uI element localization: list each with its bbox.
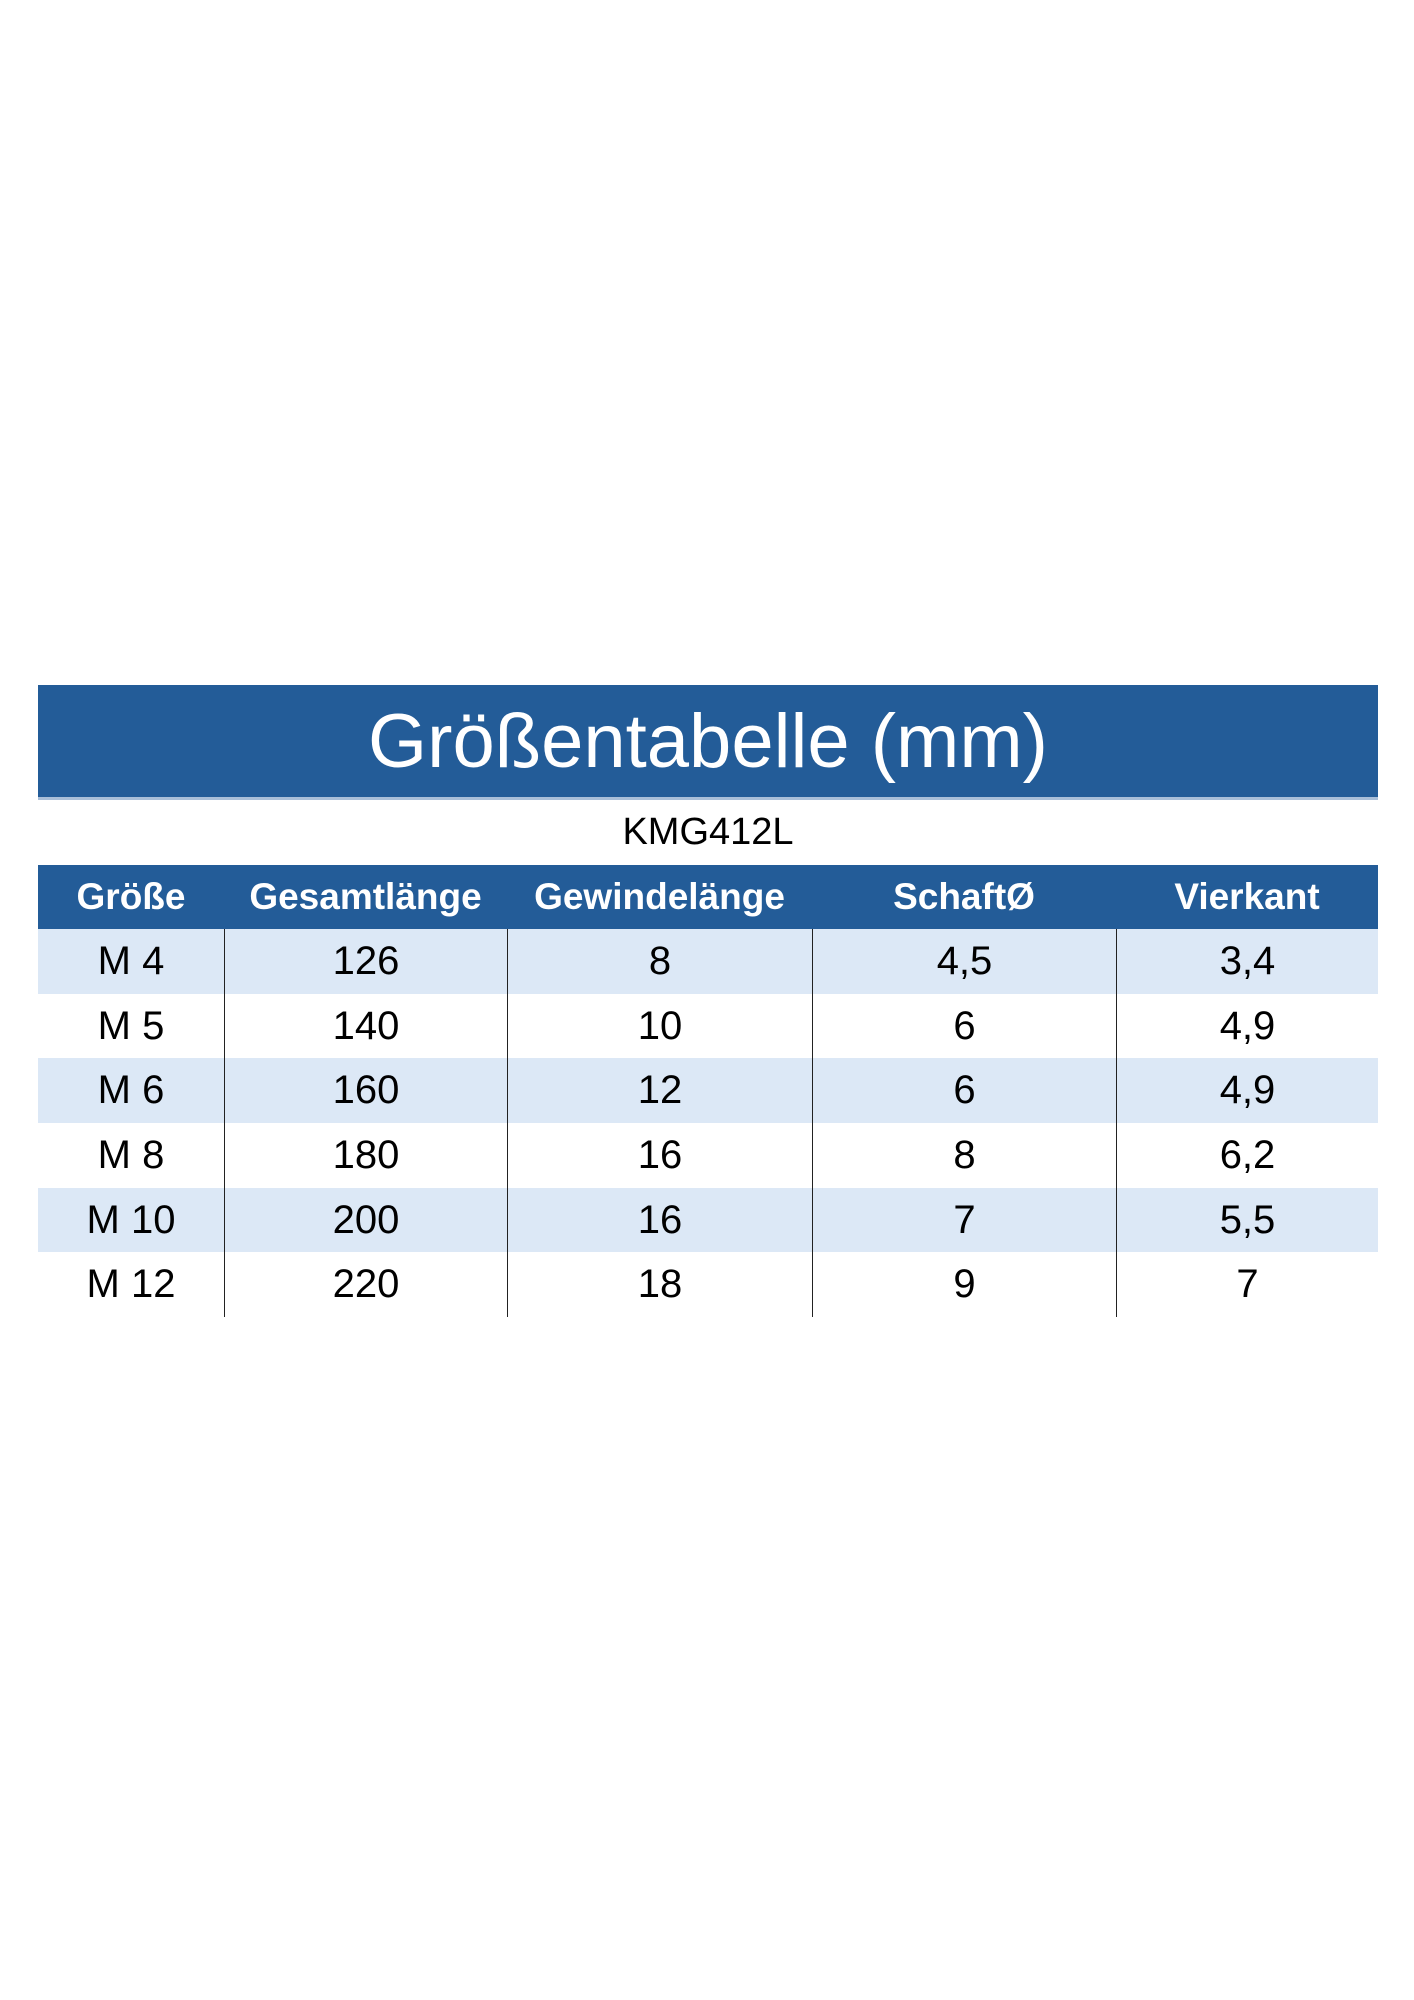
table-cell: 140 [224,993,507,1059]
table-cell: 4,9 [1116,993,1378,1059]
header-row: Größe Gesamtlänge Gewindelänge SchaftØ V… [38,865,1378,929]
table-cell: 18 [507,1252,812,1318]
table-cell: 16 [507,1187,812,1253]
table-row: M 4 126 8 4,5 3,4 [38,929,1378,994]
header-cell: Vierkant [1174,876,1320,917]
header-cell: Gewindelänge [534,876,785,917]
table-cell: 7 [812,1187,1116,1253]
table-cell: 180 [224,1123,507,1188]
table-cell: M 10 [86,1197,176,1242]
table-cell: 160 [224,1058,507,1124]
size-table: Größentabelle (mm) KMG412L Größe Gesamtl… [38,685,1378,1318]
table-row: M 12 220 18 9 7 [38,1252,1378,1318]
product-code: KMG412L [38,797,1378,865]
table-cell: 5,5 [1116,1187,1378,1253]
table-cell: 6 [812,1058,1116,1124]
table-row: M 8 180 16 8 6,2 [38,1123,1378,1188]
table-title: Größentabelle (mm) [38,685,1378,797]
table-row: M 5 140 10 6 4,9 [38,993,1378,1059]
table-cell: 3,4 [1116,929,1378,994]
table-cell: 16 [507,1123,812,1188]
table-cell: 6 [812,993,1116,1059]
header-cell: Gesamtlänge [249,876,482,917]
table-row: M 6 160 12 6 4,9 [38,1058,1378,1124]
table-cell: M 4 [97,938,165,983]
table-cell: 6,2 [1116,1123,1378,1188]
header-cell: Größe [76,876,186,917]
table-cell: M 6 [97,1068,165,1113]
table-cell: 8 [507,929,812,994]
table-cell: 4,9 [1116,1058,1378,1124]
table-cell: 8 [812,1123,1116,1188]
table-cell: 126 [224,929,507,994]
table-cell: 12 [507,1058,812,1124]
table-cell: 220 [224,1252,507,1318]
table-cell: M 5 [97,1003,165,1048]
table-cell: 9 [812,1252,1116,1318]
header-cell: SchaftØ [893,876,1035,917]
table-cell: 7 [1116,1252,1378,1318]
table-cell: 10 [507,993,812,1059]
table-cell: 200 [224,1187,507,1253]
table-cell: M 12 [86,1262,176,1307]
table-row: M 10 200 16 7 5,5 [38,1187,1378,1253]
table-cell: M 8 [97,1132,165,1177]
table-cell: 4,5 [812,929,1116,994]
